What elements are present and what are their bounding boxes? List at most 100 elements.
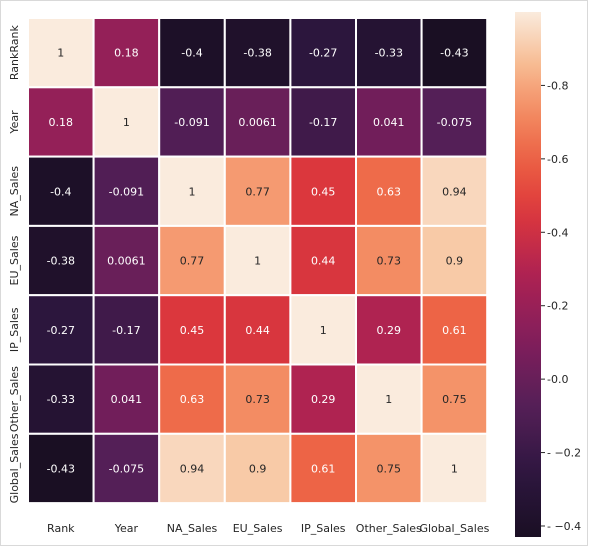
heatmap-cell [27,155,95,227]
heatmap-annotations: 1 0.18 -0.4 -0.38 -0.27 -0.33 -0.43 0.18 1 -0.091… [47,47,473,476]
heatmap-cell [420,86,489,158]
y-tick-label: Year [8,110,21,135]
colorbar-tick-label: -0.6 [547,153,568,166]
cell-value-label: 0.18 [49,116,74,129]
cell-value-label: 0.61 [311,462,336,475]
colorbar-gradient [515,12,541,537]
cell-value-label: 0.61 [442,324,467,337]
cell-value-label: -0.43 [440,47,468,60]
colorbar-tick-label: -0.8 [547,79,568,92]
heatmap-cell [289,224,357,297]
heatmap-cell [420,294,489,366]
cell-value-label: -0.38 [243,47,271,60]
x-axis-tick-labels: Rank Year NA_Sales EU_Sales IP_Sales Other_Sa… [47,522,490,535]
heatmap-cell [355,155,423,227]
heatmap-cell [223,86,292,158]
heatmap-cell [92,86,161,158]
cell-value-label: 1 [57,47,64,60]
heatmap-cell [355,17,423,89]
cell-value-label: 0.45 [311,185,336,198]
cell-value-label: -0.27 [309,47,337,60]
cell-value-label: -0.075 [437,116,472,129]
cell-value-label: 0.9 [249,462,267,475]
cell-value-label: 0.041 [373,116,405,129]
x-tick-label: Rank [47,522,75,535]
cell-value-label: 1 [385,393,392,406]
heatmap-cells [27,17,489,505]
cell-value-label: 0.94 [180,462,205,475]
cell-value-label: -0.38 [47,255,75,268]
cell-value-label: 1 [451,462,458,475]
colorbar-tick-label: -0.0 [547,373,568,386]
heatmap-cell [223,432,292,505]
heatmap-cell [420,17,489,89]
x-tick-label: Global_Sales [419,522,489,535]
heatmap-cell [92,155,161,227]
cell-value-label: 0.9 [446,255,464,268]
cell-value-label: -0.075 [109,462,144,475]
colorbar-tick-label: - −0.2 [547,447,581,460]
cell-value-label: 0.63 [180,393,205,406]
y-tick-label: EU_Sales [8,235,21,285]
x-tick-label: NA_Sales [167,522,218,535]
cell-value-label: 0.94 [442,185,467,198]
x-tick-label: IP_Sales [301,522,346,535]
cell-value-label: -0.33 [47,393,75,406]
colorbar-tick-label: - −0.4 [547,520,581,533]
cell-value-label: 0.63 [377,185,402,198]
cell-value-label: -0.33 [375,47,403,60]
cell-value-label: 0.73 [377,255,402,268]
heatmap-cell [27,224,95,297]
heatmap-cell [92,224,161,297]
cell-value-label: -0.091 [174,116,209,129]
cell-value-label: -0.27 [47,324,75,337]
cell-value-label: 1 [189,185,196,198]
cell-value-label: 0.45 [180,324,205,337]
heatmap-cell [223,363,292,435]
cell-value-label: 1 [254,255,261,268]
heatmap-cell [223,17,292,89]
cell-value-label: 1 [320,324,327,337]
heatmap-cell [92,432,161,505]
heatmap-cell [223,294,292,366]
cell-value-label: -0.4 [50,185,71,198]
heatmap-cell [92,294,161,366]
colorbar-tick-label: -0.4 [547,226,568,239]
y-tick-label: RankRank [8,25,21,81]
colorbar-tick-label: -0.2 [547,300,568,313]
cell-value-label: 0.77 [245,185,270,198]
y-axis-tick-labels: RankRank Year NA_Sales EU_Sales IP_Sales Othe… [8,25,21,504]
cell-value-label: -0.091 [109,185,144,198]
cell-value-label: 0.75 [442,393,467,406]
cell-value-label: 0.0061 [238,116,277,129]
cell-value-label: 0.44 [311,255,336,268]
x-tick-label: Year [114,522,139,535]
heatmap-cell [27,432,95,505]
heatmap-cell [420,432,489,505]
heatmap-cell [355,224,423,297]
heatmap-cell [289,432,357,505]
x-tick-label: Other_Sales [356,522,422,535]
cell-value-label: 0.29 [311,393,336,406]
cell-value-label: 0.29 [377,324,402,337]
heatmap-cell [158,294,226,366]
heatmap-cell [27,86,95,158]
cell-value-label: 0.0061 [107,255,146,268]
cell-value-label: 1 [123,116,130,129]
cell-value-label: 0.44 [245,324,270,337]
heatmap-cell [158,155,226,227]
heatmap-cell [355,363,423,435]
cell-value-label: 0.73 [245,393,270,406]
cell-value-label: 0.75 [377,462,402,475]
cell-value-label: 0.041 [111,393,143,406]
cell-value-label: 0.18 [114,47,139,60]
y-tick-label: Other_Sales [8,366,21,432]
cell-value-label: -0.17 [112,324,140,337]
heatmap-cell [289,86,357,158]
heatmap-cell [289,363,357,435]
cell-value-label: -0.43 [47,462,75,475]
colorbar: -0.8 -0.6 -0.4 -0.2 -0.0 - −0.2 - −0.4 [515,12,581,537]
cell-value-label: -0.17 [309,116,337,129]
